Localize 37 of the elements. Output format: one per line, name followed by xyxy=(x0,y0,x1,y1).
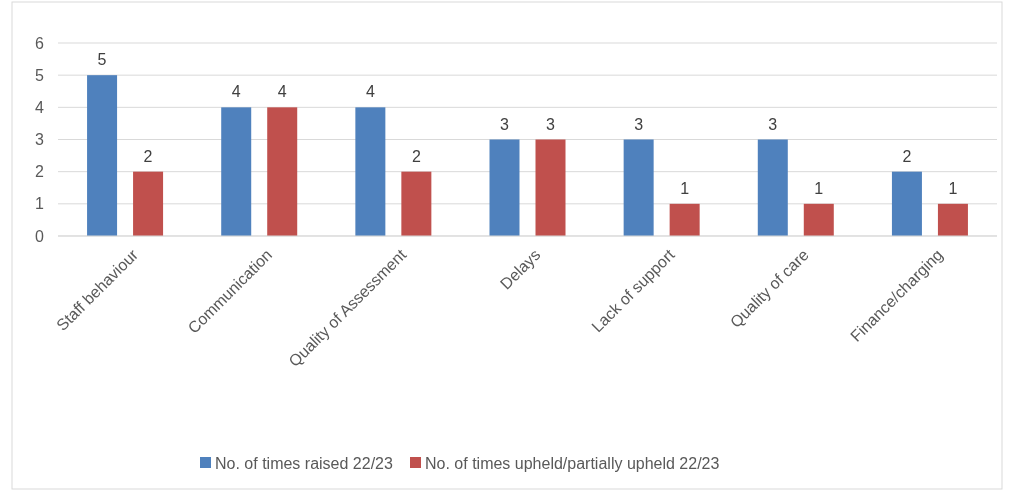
bar xyxy=(803,203,834,236)
bar xyxy=(87,75,118,236)
legend-label: No. of times raised 22/23 xyxy=(215,454,393,472)
y-tick-label: 3 xyxy=(35,131,45,149)
data-label: 4 xyxy=(277,83,287,101)
bar xyxy=(891,171,922,236)
data-label: 1 xyxy=(814,179,824,197)
data-label: 2 xyxy=(902,147,912,165)
data-label: 4 xyxy=(365,83,375,101)
y-tick-label: 1 xyxy=(35,195,45,213)
data-label: 5 xyxy=(97,51,107,69)
bar xyxy=(355,107,386,236)
data-label: 2 xyxy=(143,147,153,165)
y-tick-label: 2 xyxy=(35,163,45,181)
data-label: 3 xyxy=(768,115,778,133)
bar xyxy=(535,139,566,236)
bar xyxy=(937,203,968,236)
y-tick-label: 5 xyxy=(35,66,45,84)
data-label: 4 xyxy=(231,83,241,101)
data-label: 3 xyxy=(634,115,644,133)
bar xyxy=(623,139,654,236)
bar xyxy=(133,171,164,236)
bar xyxy=(401,171,432,236)
bar xyxy=(489,139,520,236)
y-tick-label: 0 xyxy=(35,227,45,245)
data-label: 1 xyxy=(680,179,690,197)
y-tick-label: 4 xyxy=(35,98,45,116)
bar xyxy=(267,107,298,236)
data-label: 3 xyxy=(500,115,510,133)
bar xyxy=(669,203,700,236)
bar xyxy=(221,107,252,236)
data-label: 3 xyxy=(546,115,556,133)
data-label: 2 xyxy=(411,147,421,165)
bar xyxy=(757,139,788,236)
data-label: 1 xyxy=(948,179,958,197)
legend-label: No. of times upheld/partially upheld 22/23 xyxy=(425,454,720,472)
y-tick-label: 6 xyxy=(35,34,45,52)
